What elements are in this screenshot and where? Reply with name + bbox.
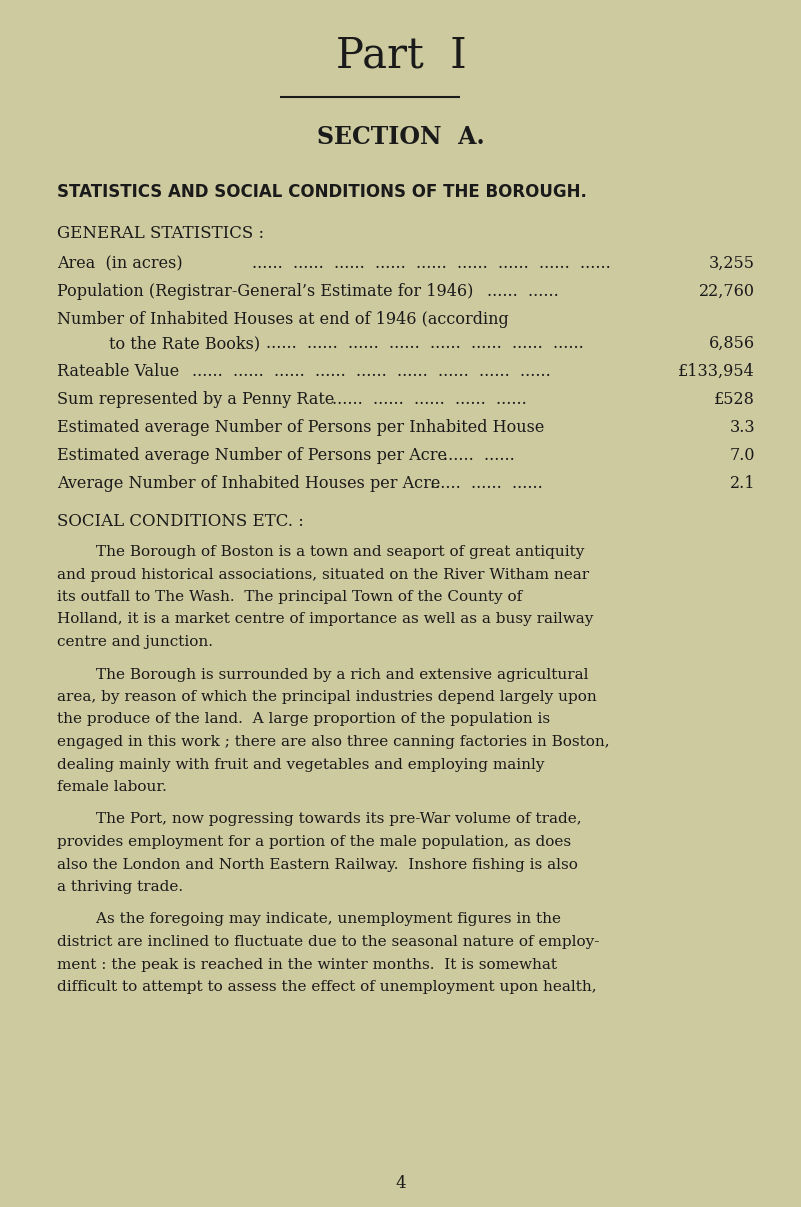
- Text: ......  ......  ......  ......  ......: ...... ...... ...... ...... ......: [332, 391, 527, 408]
- Text: GENERAL STATISTICS :: GENERAL STATISTICS :: [57, 225, 264, 241]
- Text: The Port, now pogressing towards its pre-War volume of trade,: The Port, now pogressing towards its pre…: [57, 812, 582, 827]
- Text: As the foregoing may indicate, unemployment figures in the: As the foregoing may indicate, unemploym…: [57, 912, 561, 927]
- Text: 4: 4: [396, 1174, 406, 1193]
- Text: to the Rate Books): to the Rate Books): [109, 336, 260, 352]
- Text: ......  ......  ......: ...... ...... ......: [430, 476, 543, 492]
- Text: and proud historical associations, situated on the River Witham near: and proud historical associations, situa…: [57, 567, 589, 582]
- Text: 3,255: 3,255: [709, 255, 755, 272]
- Text: 6,856: 6,856: [709, 336, 755, 352]
- Text: Rateable Value: Rateable Value: [57, 363, 179, 380]
- Text: ......  ......  ......  ......  ......  ......  ......  ......  ......: ...... ...... ...... ...... ...... .....…: [252, 255, 610, 272]
- Text: ......  ......  ......  ......  ......  ......  ......  ......: ...... ...... ...... ...... ...... .....…: [266, 336, 584, 352]
- Text: ......  ......  ......  ......  ......  ......  ......  ......  ......: ...... ...... ...... ...... ...... .....…: [192, 363, 551, 380]
- Text: 7.0: 7.0: [730, 447, 755, 463]
- Text: provides employment for a portion of the male population, as does: provides employment for a portion of the…: [57, 835, 571, 849]
- Text: £528: £528: [714, 391, 755, 408]
- Text: centre and junction.: centre and junction.: [57, 635, 213, 649]
- Text: Part  I: Part I: [336, 35, 466, 77]
- Text: difficult to attempt to assess the effect of unemployment upon health,: difficult to attempt to assess the effec…: [57, 980, 597, 995]
- Text: The Borough is surrounded by a rich and extensive agricultural: The Borough is surrounded by a rich and …: [57, 667, 589, 682]
- Text: Population (Registrar-General’s Estimate for 1946): Population (Registrar-General’s Estimate…: [57, 282, 473, 301]
- Text: district are inclined to fluctuate due to the seasonal nature of employ-: district are inclined to fluctuate due t…: [57, 935, 599, 949]
- Text: 3.3: 3.3: [730, 419, 755, 436]
- Text: engaged in this work ; there are also three canning factories in Boston,: engaged in this work ; there are also th…: [57, 735, 610, 750]
- Text: Sum represented by a Penny Rate: Sum represented by a Penny Rate: [57, 391, 334, 408]
- Text: STATISTICS AND SOCIAL CONDITIONS OF THE BOROUGH.: STATISTICS AND SOCIAL CONDITIONS OF THE …: [57, 183, 587, 202]
- Text: 22,760: 22,760: [699, 282, 755, 301]
- Text: Estimated average Number of Persons per Inhabited House: Estimated average Number of Persons per …: [57, 419, 545, 436]
- Text: its outfall to The Wash.  The principal Town of the County of: its outfall to The Wash. The principal T…: [57, 590, 522, 604]
- Text: female labour.: female labour.: [57, 780, 167, 794]
- Text: also the London and North Eastern Railway.  Inshore fishing is also: also the London and North Eastern Railwa…: [57, 857, 578, 871]
- Text: Number of Inhabited Houses at end of 1946 (according: Number of Inhabited Houses at end of 194…: [57, 311, 509, 328]
- Text: £133,954: £133,954: [678, 363, 755, 380]
- Text: SOCIAL CONDITIONS ETC. :: SOCIAL CONDITIONS ETC. :: [57, 513, 304, 530]
- Text: ......  ......: ...... ......: [443, 447, 515, 463]
- Text: ment : the peak is reached in the winter months.  It is somewhat: ment : the peak is reached in the winter…: [57, 957, 557, 972]
- Text: Area  (in acres): Area (in acres): [57, 255, 183, 272]
- Text: ......  ......: ...... ......: [487, 282, 559, 301]
- Text: area, by reason of which the principal industries depend largely upon: area, by reason of which the principal i…: [57, 690, 597, 704]
- Text: SECTION  A.: SECTION A.: [317, 126, 485, 148]
- Text: dealing mainly with fruit and vegetables and employing mainly: dealing mainly with fruit and vegetables…: [57, 758, 545, 771]
- Text: 2.1: 2.1: [730, 476, 755, 492]
- Text: Holland, it is a market centre of importance as well as a busy railway: Holland, it is a market centre of import…: [57, 612, 594, 626]
- Text: Average Number of Inhabited Houses per Acre: Average Number of Inhabited Houses per A…: [57, 476, 441, 492]
- Text: the produce of the land.  A large proportion of the population is: the produce of the land. A large proport…: [57, 712, 550, 727]
- Text: The Borough of Boston is a town and seaport of great antiquity: The Borough of Boston is a town and seap…: [57, 546, 585, 559]
- Text: Estimated average Number of Persons per Acre: Estimated average Number of Persons per …: [57, 447, 447, 463]
- Text: a thriving trade.: a thriving trade.: [57, 880, 183, 894]
